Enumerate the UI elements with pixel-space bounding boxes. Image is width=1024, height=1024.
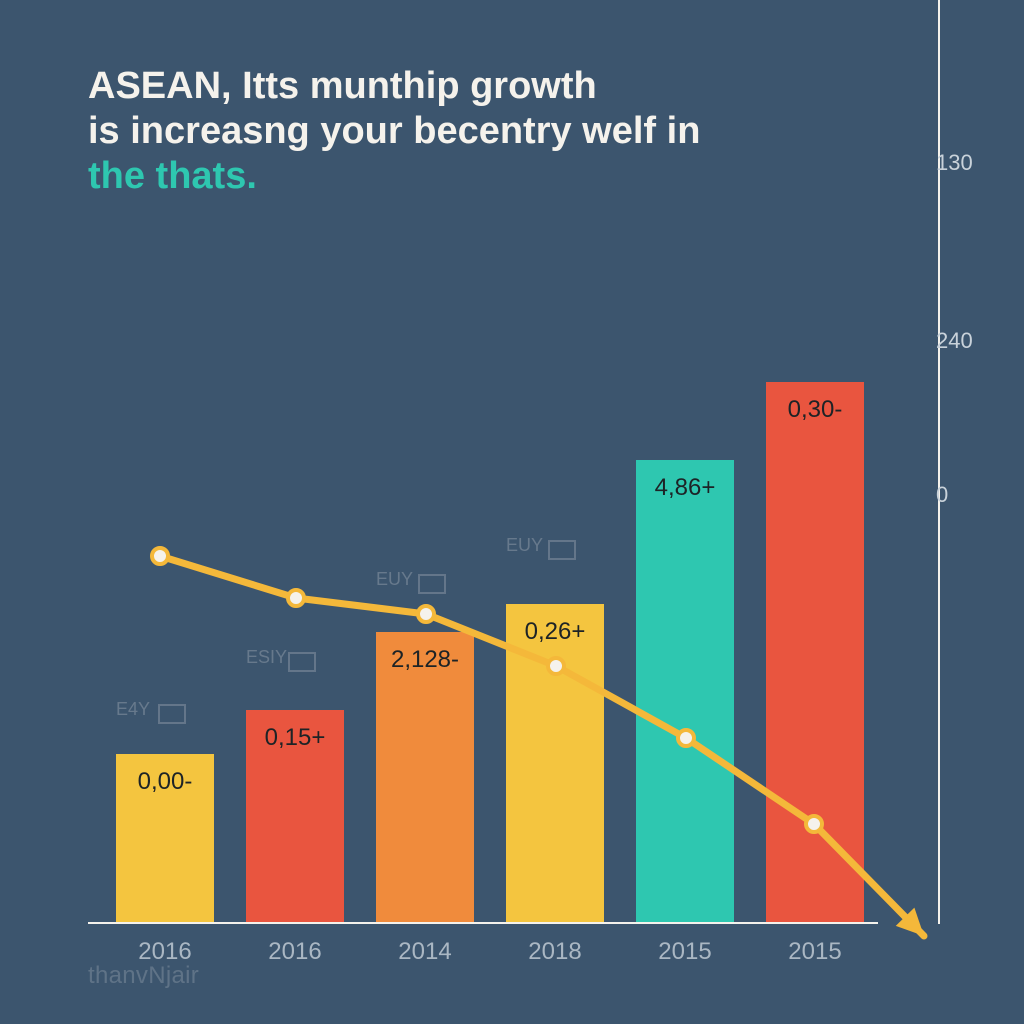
bar: 2,128-: [376, 632, 474, 922]
bar: 0,30-: [766, 382, 864, 922]
y-axis: [938, 0, 940, 924]
bar-decor-label: EUY: [376, 569, 413, 590]
bar-value-label: 2,128-: [376, 646, 474, 674]
x-tick-label: 2016: [246, 938, 344, 966]
bar: 0,00-: [116, 754, 214, 922]
x-axis: [88, 922, 878, 924]
bar-decor-label: ESIY: [246, 647, 287, 668]
bar: 4,86+: [636, 460, 734, 922]
bar-value-label: 0,15+: [246, 724, 344, 752]
title-line-2: is increasng your becentry welf in: [88, 109, 904, 154]
bar-decor-label: E4Y: [116, 699, 150, 720]
bar: 0,15+: [246, 710, 344, 922]
x-tick-label: 2018: [506, 938, 604, 966]
watermark: thanvNjair: [88, 962, 199, 990]
infographic-canvas: ASEAN, Itts munthip growth is increasng …: [0, 0, 1024, 1024]
bar-value-label: 4,86+: [636, 474, 734, 502]
decor-icon: [158, 704, 186, 724]
bar-group: 0,00- 0,15+ 2,128- 0,26+ 4,86+ 0,30-: [88, 282, 868, 922]
bar-decor-label: EUY: [506, 535, 543, 556]
title-line-1: ASEAN, Itts munthip growth: [88, 64, 904, 109]
y-tick-label: 130: [936, 150, 996, 176]
y-tick-label: 0: [936, 482, 996, 508]
decor-icon: [288, 652, 316, 672]
bar-value-label: 0,00-: [116, 768, 214, 796]
x-tick-label: 2014: [376, 938, 474, 966]
decor-icon: [548, 540, 576, 560]
title-accent: the thats.: [88, 154, 904, 199]
bar-value-label: 0,30-: [766, 396, 864, 424]
x-tick-label: 2015: [766, 938, 864, 966]
y-tick-label: 240: [936, 328, 996, 354]
x-tick-label: 2015: [636, 938, 734, 966]
decor-icon: [418, 574, 446, 594]
bar-value-label: 0,26+: [506, 618, 604, 646]
chart-title: ASEAN, Itts munthip growth is increasng …: [88, 64, 904, 198]
chart-area: 0,00-0,15+2,128-0,26+4,86+0,30- 23016013…: [88, 284, 868, 924]
bar: 0,26+: [506, 604, 604, 922]
